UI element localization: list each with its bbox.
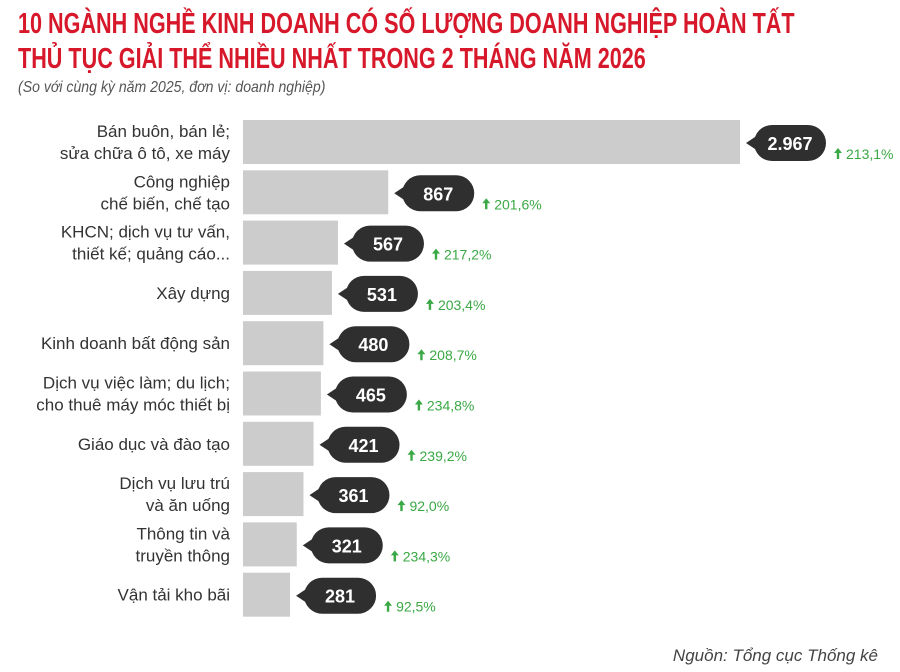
- category-label: Vận tải kho bãi: [118, 586, 230, 605]
- arrow-up-icon: [417, 349, 426, 361]
- arrow-up-icon: [384, 600, 393, 612]
- category-label: thiết kế; quảng cáo...: [72, 245, 230, 264]
- category-label: truyền thông: [135, 546, 230, 565]
- growth-label: 234,8%: [427, 398, 474, 414]
- value-label: 531: [367, 285, 397, 305]
- value-label: 361: [338, 486, 368, 506]
- bar-row: Kinh doanh bất động sản 480 208,7%: [41, 321, 477, 366]
- category-label: Dịch vụ lưu trú: [119, 474, 230, 493]
- pill-pointer: [326, 386, 339, 403]
- category-label: Bán buôn, bán lẻ;: [97, 122, 230, 141]
- pill-pointer: [746, 135, 758, 151]
- value-label: 567: [373, 235, 403, 255]
- arrow-up-icon: [482, 198, 491, 210]
- value-label: 281: [325, 587, 355, 607]
- arrow-up-icon: [407, 449, 416, 461]
- pill-pointer: [343, 235, 356, 252]
- pill-pointer: [329, 336, 342, 353]
- arrow-up-icon: [425, 298, 434, 310]
- bar: [243, 321, 324, 366]
- bar-row: Vận tải kho bãi 281 92,5%: [118, 572, 436, 617]
- category-label: Kinh doanh bất động sản: [41, 334, 230, 353]
- chart-title-line-2: THỦ TỤC GIẢI THỂ NHIỀU NHẤT TRONG 2 THÁN…: [18, 43, 646, 75]
- value-pill: [345, 275, 418, 312]
- category-label: Công nghiệp: [134, 172, 230, 191]
- bar: [243, 170, 389, 215]
- value-pill: [304, 577, 377, 614]
- growth-label: 213,1%: [846, 146, 893, 162]
- bar-row: Dịch vụ việc làm; du lịch; cho thuê máy m…: [36, 371, 474, 416]
- bar: [243, 220, 338, 265]
- pill-pointer: [296, 587, 309, 604]
- growth-label: 92,0%: [409, 498, 449, 514]
- chart-subtitle: (So với cùng kỳ năm 2025, đơn vị: doanh …: [18, 79, 326, 96]
- growth-label: 234,3%: [403, 548, 450, 564]
- value-pill: [317, 477, 390, 514]
- growth-label: 203,4%: [438, 297, 485, 313]
- value-pill: [351, 225, 424, 262]
- value-pill: [402, 175, 475, 212]
- bar: [243, 522, 297, 567]
- arrow-up-icon: [414, 399, 423, 411]
- value-label: 2.967: [767, 134, 812, 154]
- pill-pointer: [337, 285, 350, 302]
- value-pill: [327, 426, 400, 463]
- category-label: Dịch vụ việc làm; du lịch;: [43, 374, 230, 393]
- pill-pointer: [394, 185, 407, 202]
- bar-row: Dịch vụ lưu trú và ăn uống 361 92,0%: [119, 472, 449, 517]
- category-label: cho thuê máy móc thiết bị: [36, 396, 230, 415]
- value-pill: [310, 527, 383, 564]
- chart-title-line-1: 10 NGÀNH NGHỀ KINH DOANH CÓ SỐ LƯỢNG DOA…: [18, 8, 795, 40]
- category-label: Thông tin và: [136, 524, 230, 543]
- value-pill: [754, 125, 826, 161]
- bar: [243, 472, 304, 517]
- growth-label: 208,7%: [429, 347, 476, 363]
- category-label: KHCN; dịch vụ tư vấn,: [61, 223, 230, 242]
- bar-row: KHCN; dịch vụ tư vấn, thiết kế; quảng cáo…: [61, 220, 491, 265]
- arrow-up-icon: [834, 148, 842, 159]
- bar-row: Công nghiệp chế biến, chế tạo 867 201,6%: [101, 170, 542, 215]
- arrow-up-icon: [390, 550, 399, 562]
- category-label: sửa chữa ô tô, xe máy: [60, 144, 231, 163]
- source-note: Nguồn: Tổng cục Thống kê: [672, 646, 878, 665]
- pill-pointer: [309, 487, 322, 504]
- value-pill: [337, 326, 410, 363]
- bar-row: Xây dựng 531 203,4%: [156, 270, 485, 315]
- arrow-up-icon: [431, 248, 440, 260]
- bar-row: Giáo dục và đào tạo 421 239,2%: [78, 421, 467, 466]
- growth-label: 217,2%: [444, 247, 491, 263]
- growth-label: 92,5%: [396, 599, 436, 615]
- value-label: 867: [423, 184, 453, 204]
- bar: [243, 371, 321, 416]
- pill-pointer: [302, 537, 315, 554]
- growth-label: 201,6%: [494, 196, 541, 212]
- value-label: 421: [348, 436, 378, 456]
- category-label: Giáo dục và đào tạo: [78, 435, 230, 454]
- category-label: và ăn uống: [146, 496, 230, 515]
- bar-row: Thông tin và truyền thông 321 234,3%: [135, 522, 450, 567]
- arrow-up-icon: [397, 500, 406, 512]
- bar: [243, 120, 740, 164]
- value-label: 480: [358, 335, 388, 355]
- bar: [243, 270, 332, 315]
- growth-label: 239,2%: [420, 448, 467, 464]
- category-label: Xây dựng: [156, 284, 230, 303]
- bar: [243, 572, 291, 617]
- value-label: 465: [356, 386, 386, 406]
- value-pill: [334, 376, 407, 413]
- pill-pointer: [319, 436, 332, 453]
- bar: [243, 421, 314, 466]
- category-label: chế biến, chế tạo: [101, 194, 230, 213]
- value-label: 321: [332, 536, 362, 556]
- bar-row: Bán buôn, bán lẻ; sửa chữa ô tô, xe máy 2.…: [60, 120, 893, 164]
